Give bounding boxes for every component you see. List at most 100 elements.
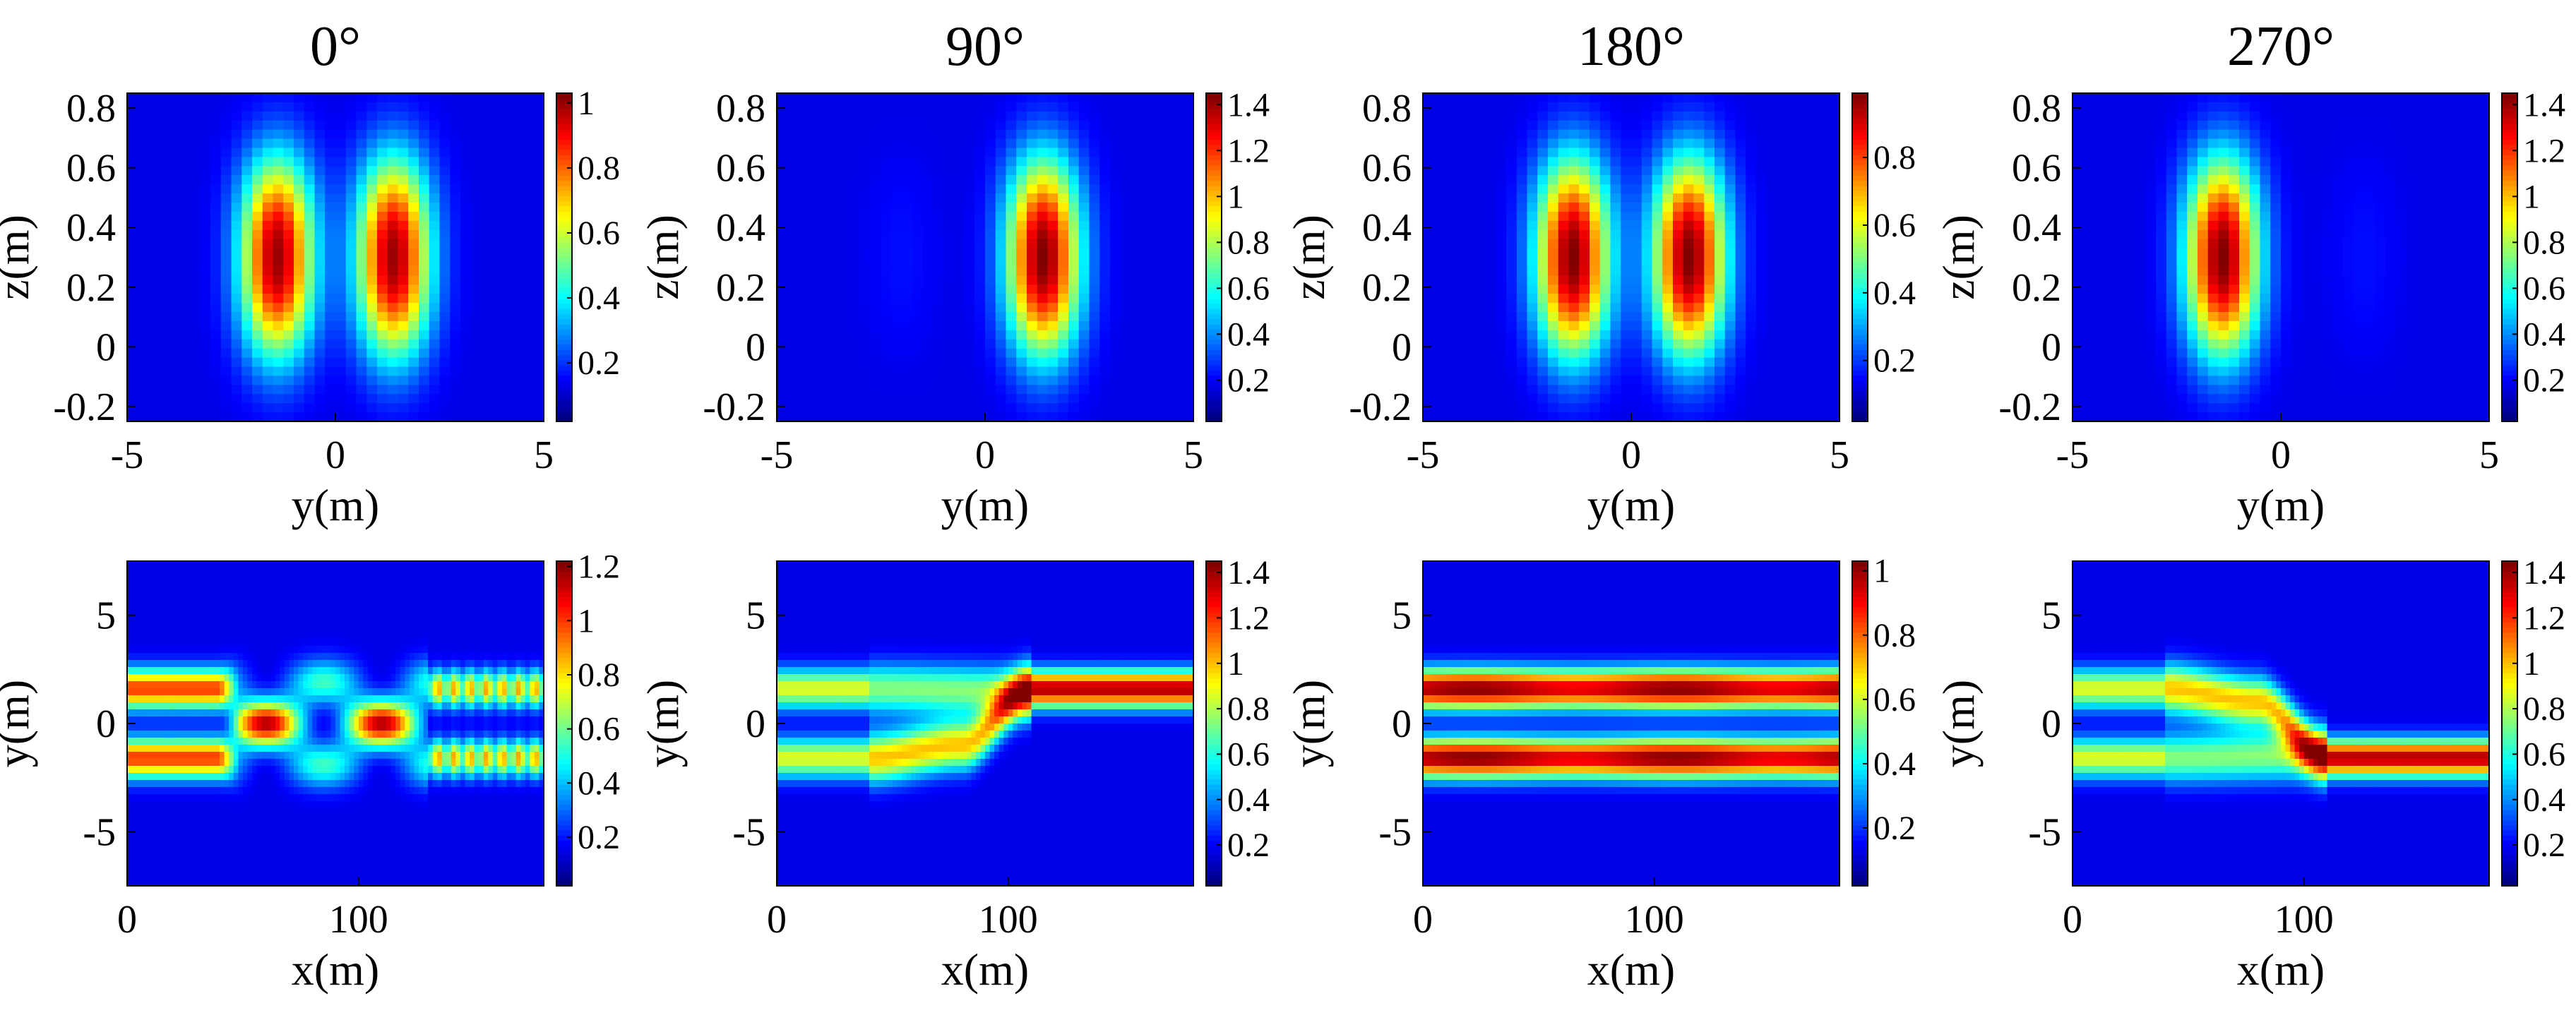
heatmap-cell <box>787 184 799 194</box>
heatmap-cell <box>1506 229 1517 240</box>
heatmap-cell <box>2145 412 2157 422</box>
heatmap-cell <box>137 184 149 194</box>
heatmap-cell <box>797 138 809 149</box>
heatmap-cell <box>1131 312 1142 322</box>
heatmap-cell <box>839 148 850 158</box>
heatmap-cell <box>1558 357 1570 368</box>
heatmap-cell <box>860 248 871 258</box>
heatmap-cell <box>1610 193 1621 203</box>
heatmap-cell <box>891 138 902 149</box>
heatmap-cell <box>1496 284 1507 294</box>
heatmap-cell <box>481 266 492 276</box>
heatmap-cell <box>512 184 524 194</box>
heatmap-cell <box>252 129 263 140</box>
heatmap-cell <box>491 339 503 349</box>
heatmap-cell <box>933 312 944 322</box>
heatmap-cell <box>325 93 336 103</box>
heatmap-cell <box>137 138 149 149</box>
heatmap-cell <box>1527 266 1538 276</box>
heatmap-cell <box>148 266 159 276</box>
heatmap-cell <box>985 275 996 285</box>
heatmap-cell <box>1673 175 1684 185</box>
heatmap-cell <box>502 312 513 322</box>
colorbar-segment <box>1206 200 1222 207</box>
heatmap-cell <box>231 284 242 294</box>
heatmap-cell <box>1485 385 1496 395</box>
heatmap-cell <box>491 175 503 185</box>
heatmap-cell <box>1141 257 1152 268</box>
heatmap-cell <box>314 257 326 268</box>
heatmap-cell <box>2104 248 2115 258</box>
heatmap-cell <box>1027 257 1038 268</box>
heatmap-cell <box>1496 111 1507 121</box>
heatmap-cell <box>1016 211 1027 222</box>
heatmap-cell <box>870 294 882 304</box>
y-tick-label: 0.8 <box>66 87 116 131</box>
heatmap-cell <box>1599 303 1611 313</box>
heatmap-cell <box>964 412 975 422</box>
heatmap-cell <box>1016 376 1027 385</box>
heatmap-cell <box>304 93 316 103</box>
heatmap-cell <box>1829 320 1840 331</box>
heatmap-cell <box>1724 294 1736 304</box>
heatmap-cell <box>974 385 986 395</box>
heatmap-cell <box>953 294 965 304</box>
heatmap-cell <box>1746 129 1757 140</box>
heatmap-cell <box>439 193 451 203</box>
heatmap-cell <box>902 412 913 422</box>
heatmap-cell <box>439 330 451 340</box>
heatmap-cell <box>2114 294 2125 304</box>
heatmap-cell <box>1746 284 1757 294</box>
heatmap-cell <box>1183 303 1194 313</box>
heatmap-cell <box>870 148 882 158</box>
heatmap-cell <box>1829 111 1840 121</box>
heatmap-cell <box>2145 275 2157 285</box>
heatmap-cell <box>974 239 986 249</box>
heatmap-cell <box>325 403 336 413</box>
heatmap-cell <box>1735 120 1746 131</box>
heatmap-cell <box>419 148 430 158</box>
heatmap-cell <box>304 366 316 377</box>
heatmap-cell <box>502 376 513 385</box>
heatmap-cell <box>1016 312 1027 322</box>
heatmap-cell <box>242 320 253 331</box>
heatmap-cell <box>1766 284 1778 294</box>
heatmap-cell <box>2093 166 2104 176</box>
heatmap-cell <box>1693 184 1705 194</box>
heatmap-cell <box>1120 229 1132 240</box>
heatmap-cell <box>1766 129 1778 140</box>
heatmap-cell <box>902 211 913 222</box>
heatmap-cell <box>377 284 388 294</box>
heatmap-cell <box>366 385 378 395</box>
heatmap-cell <box>345 366 357 377</box>
colorbar-segment <box>1206 226 1222 232</box>
heatmap-cell <box>429 102 441 112</box>
heatmap-cell <box>242 111 253 121</box>
heatmap-cell <box>2156 220 2167 231</box>
heatmap-cell <box>1724 93 1736 103</box>
x-tick-label: 5 <box>1830 433 1849 477</box>
heatmap-cell <box>137 111 149 121</box>
heatmap-cell <box>366 239 378 249</box>
heatmap-cell <box>398 403 409 413</box>
heatmap-cell <box>1631 366 1642 377</box>
heatmap-cell <box>523 284 534 294</box>
heatmap-cell <box>523 266 534 276</box>
heatmap-cell <box>1433 412 1445 422</box>
heatmap-cell <box>210 175 222 185</box>
heatmap-cell <box>325 385 336 395</box>
heatmap-cell <box>1766 348 1778 359</box>
heatmap-cell <box>210 366 222 377</box>
heatmap-cell <box>1704 376 1715 385</box>
heatmap-cell <box>460 184 472 194</box>
colorbar-segment <box>556 236 572 243</box>
heatmap-cell <box>2073 148 2084 158</box>
heatmap-cell <box>1766 403 1778 413</box>
heatmap-cell <box>1693 220 1705 231</box>
heatmap-cell <box>1454 239 1465 249</box>
heatmap-cell <box>797 357 809 368</box>
heatmap-cell <box>283 184 294 194</box>
heatmap-cell <box>1715 203 1726 212</box>
heatmap-cell <box>179 376 191 385</box>
heatmap-cell <box>325 184 336 194</box>
